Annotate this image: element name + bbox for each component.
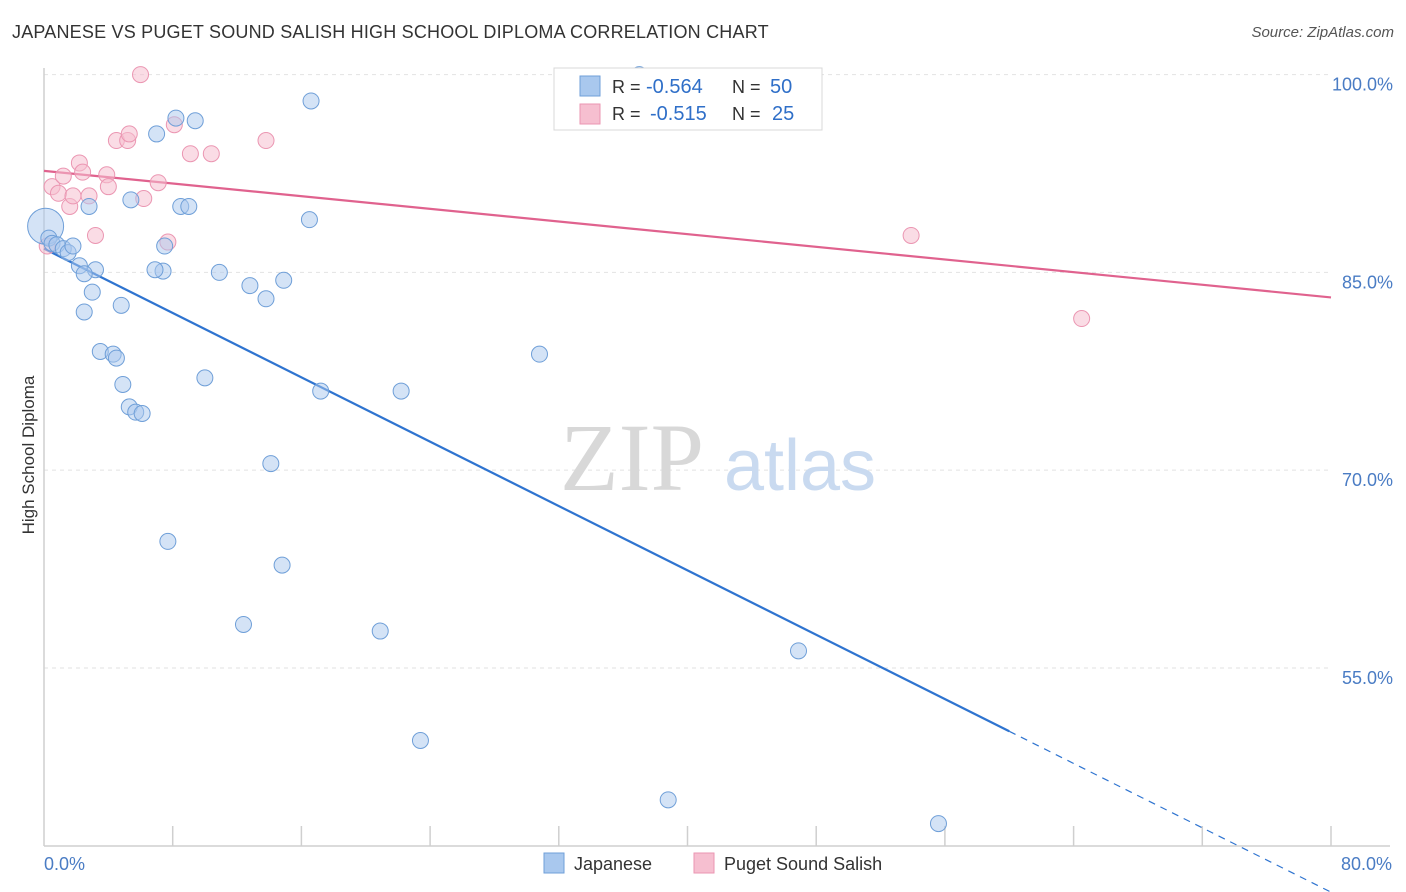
watermark-atlas: atlas: [724, 426, 876, 506]
trendline-japanese: [43, 247, 1010, 733]
legend-n-value-japanese: 50: [770, 76, 792, 98]
point-japanese: [257, 290, 275, 308]
y-tick-label: 100.0%: [1332, 75, 1393, 95]
trend-lines: [43, 169, 1332, 892]
legend-bottom-label-salish: Puget Sound Salish: [724, 854, 882, 874]
legend-bottom-swatch-japanese: [543, 852, 565, 874]
legend-n-label-japanese: N =: [732, 77, 761, 97]
point-salish: [1073, 310, 1091, 328]
legend-bottom-swatch-salish: [693, 852, 715, 874]
legend-stats: R = -0.564 N = 50 R = -0.515 N = 25: [553, 67, 823, 131]
point-japanese: [312, 382, 330, 400]
point-japanese: [273, 556, 291, 574]
point-salish: [74, 163, 92, 181]
point-japanese: [146, 261, 164, 279]
y-tick-label: 70.0%: [1342, 470, 1393, 490]
legend-n-label-salish: N =: [732, 104, 761, 124]
point-japanese: [530, 345, 548, 363]
point-japanese: [411, 732, 429, 750]
point-japanese: [186, 112, 204, 130]
watermark-zip: ZIP: [560, 404, 704, 511]
point-salish: [202, 145, 220, 163]
y-axis-title: High School Diploma: [19, 375, 38, 534]
gridlines: [44, 74, 1331, 669]
x-tick-label-max: 80.0%: [1341, 854, 1392, 874]
point-japanese: [210, 263, 228, 281]
point-salish: [86, 226, 104, 244]
point-japanese: [302, 92, 320, 110]
point-japanese: [790, 642, 808, 660]
point-japanese: [133, 404, 151, 422]
point-japanese: [371, 622, 389, 640]
legend-bottom-label-japanese: Japanese: [574, 854, 652, 874]
point-japanese: [107, 349, 125, 367]
point-japanese: [156, 237, 174, 255]
point-japanese: [159, 532, 177, 550]
point-japanese: [83, 283, 101, 301]
legend-r-label-salish: R =: [612, 104, 641, 124]
point-japanese: [196, 369, 214, 387]
point-japanese: [241, 277, 259, 295]
legend-r-value-japanese: -0.564: [646, 76, 703, 98]
point-japanese: [122, 191, 140, 209]
legend-n-value-salish: 25: [772, 103, 794, 125]
point-salish: [99, 178, 117, 196]
y-tick-label: 85.0%: [1342, 272, 1393, 292]
point-japanese: [659, 791, 677, 809]
point-salish: [181, 145, 199, 163]
point-salish: [902, 226, 920, 244]
legend-swatch-salish: [579, 103, 601, 125]
watermark: ZIP atlas: [560, 404, 876, 511]
legend-r-value-salish: -0.515: [650, 103, 707, 125]
x-ticks: [171, 826, 1332, 846]
chart-title: JAPANESE VS PUGET SOUND SALISH HIGH SCHO…: [12, 22, 769, 42]
point-japanese: [234, 615, 252, 633]
data-points: [27, 66, 1091, 833]
point-japanese: [167, 109, 185, 127]
point-salish: [257, 132, 275, 150]
legend-r-label-japanese: R =: [612, 77, 641, 97]
point-salish: [149, 174, 167, 192]
point-japanese: [180, 197, 198, 215]
point-salish: [64, 187, 82, 205]
point-salish: [54, 167, 72, 185]
point-salish: [49, 184, 67, 202]
axes: [43, 68, 1390, 847]
point-japanese: [300, 211, 318, 229]
point-japanese: [114, 375, 132, 393]
point-japanese: [75, 265, 93, 283]
trendline-salish: [43, 169, 1332, 299]
y-tick-labels: 100.0% 85.0% 70.0% 55.0%: [1332, 75, 1393, 688]
point-japanese: [148, 125, 166, 143]
trendline-japanese-extension: [1008, 730, 1332, 892]
legend-series: Japanese Puget Sound Salish: [543, 852, 882, 874]
point-salish: [120, 125, 138, 143]
point-japanese: [275, 271, 293, 289]
point-japanese: [929, 815, 947, 833]
point-japanese: [80, 197, 98, 215]
point-japanese: [75, 303, 93, 321]
point-japanese: [392, 382, 410, 400]
point-japanese: [262, 455, 280, 473]
source-label: Source: ZipAtlas.com: [1251, 24, 1394, 41]
point-japanese: [64, 237, 82, 255]
legend-swatch-japanese: [579, 75, 601, 97]
point-salish: [132, 66, 150, 84]
y-tick-label: 55.0%: [1342, 668, 1393, 688]
x-tick-label-min: 0.0%: [44, 854, 85, 874]
point-japanese: [112, 296, 130, 314]
